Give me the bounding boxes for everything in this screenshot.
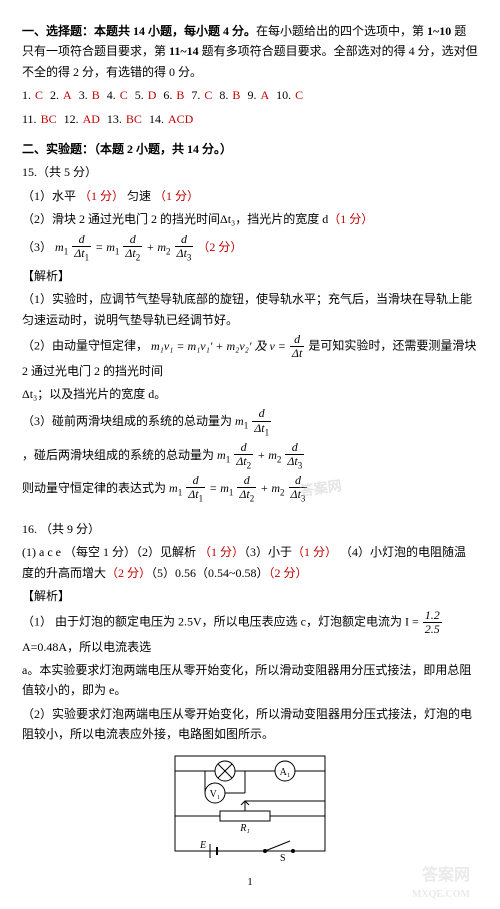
text: （5）0.56（0.54~0.58） [151,566,269,580]
analysis-label: 【解析】 [22,586,478,606]
equation: m1 dΔt1 = m1 dΔt2 + m2 dΔt3 [55,240,197,254]
q16-b3: （2）实验要求灯泡两端电压从零开始变化，所以滑动变阻器用分压式接法，灯泡的电阻较… [22,704,478,745]
text: （2）由动量守恒定律， [22,339,148,353]
q-num: 9. [247,88,256,102]
q15-a1: （1）实验时，应调节气垫导轨底部的旋钮，使导轨水平；充气后，当滑块在导轨上能匀速… [22,289,478,330]
inst-bold2: 1~10 [427,24,454,38]
text: （1）水平 [22,189,79,203]
text: （3）小于 [244,545,292,559]
q15-a3: （3）碰前两滑块组成的系统的总动量为 m1 dΔt1 [22,407,478,437]
q-ans: C [295,88,303,102]
text: 匀速 [124,189,154,203]
pts: （1 分） [328,212,373,226]
q15-line2: （2）滑块 2 通过光电门 2 的挡光时间Δt₃，挡光片的宽度 d（1 分） [22,209,478,229]
q-ans: C [120,88,128,102]
pts: （2 分） [269,566,308,580]
equation: m1 dΔt2 + m2 dΔt3 [217,448,305,462]
pts: （1 分） [154,189,199,203]
inst-bold3: 11~14 [169,44,202,58]
q15-line3: （3） m1 dΔt1 = m1 dΔt2 + m2 dΔt3 （2 分） [22,233,478,263]
q-num: 7. [191,88,200,102]
inst-bold1: 一、选择题：本题共 14 小题，每小题 4 分。 [22,24,256,38]
equation: m₁v₁ = m₁v₁′ + m₂v₂′ 及 v = dΔt [151,339,308,353]
section-2-title: 二、实验题：（本题 2 小题，共 14 分。） [22,139,478,159]
text: （3）碰前两滑块组成的系统的总动量为 [22,414,235,428]
analysis-label: 【解析】 [22,266,478,286]
svg-text:E: E [199,840,206,851]
q16-b1: （1） 由于灯泡的额定电压为 2.5V，所以电压表应选 c，灯泡额定电流为 I … [22,609,478,657]
q15-a4: ，碰后两滑块组成的系统的总动量为 m1 dΔt2 + m2 dΔt3 [22,441,478,471]
fraction: 1.22.5 [423,609,442,636]
page-number: 1 [22,873,478,892]
q-num: 8. [219,88,228,102]
q16-b2: a。本实验要求灯泡两端电压从零开始变化，所以滑动变阻器用分压式接法，即用总阻值较… [22,660,478,701]
q-ans: B [176,88,184,102]
svg-text:R₁: R₁ [239,823,250,834]
text: (1) a c e （每空 1 分）（2）见解析 [22,545,199,559]
mcq-row-1: 1. C 2. A 3. B 4. C 5. D 6. B 7. C 8. B 9. A 10. C [22,85,478,105]
q15-a2c: Δt₃；以及挡光片的宽度 d。 [22,384,478,404]
pts: （2 分） [197,240,242,254]
q-ans: BC [41,112,57,126]
q-num: 3. [79,88,88,102]
text: ，碰后两滑块组成的系统的总动量为 [22,448,217,462]
pts: （1 分） [199,545,244,559]
q-num: 13. [107,112,122,126]
text: （1） 由于灯泡的额定电压为 2.5V，所以电压表应选 c，灯泡额定电流为 I … [22,615,422,629]
q-ans: BC [126,112,142,126]
circuit-diagram: A₁ V₁ R₁ E S [165,751,335,861]
text: 则动量守恒定律的表达式为 [22,481,169,495]
instructions: 一、选择题：本题共 14 小题，每小题 4 分。在每小题给出的四个选项中，第 1… [22,21,478,82]
q15-line1: （1）水平 （1 分） 匀速 （1 分） [22,186,478,206]
q-ans: B [232,88,240,102]
text: A=0.48A，所以电流表选 [22,640,151,654]
q-num: 12. [64,112,79,126]
q-num: 1. [22,88,31,102]
q-num: 14. [149,112,164,126]
q-ans: A [63,88,72,102]
q-ans: C [204,88,212,102]
mcq-row-2: 11. BC 12. AD 13. BC 14. ACD [22,109,478,129]
svg-text:S: S [280,853,286,861]
q-num: 4. [107,88,116,102]
q-num: 11. [22,112,37,126]
q-ans: A [260,88,269,102]
q-ans: D [148,88,157,102]
pts: （1 分） [292,545,337,559]
q15-number: 15.（共 5 分） [22,162,478,182]
q15-a5: 则动量守恒定律的表达式为 m1 dΔt1 = m1 dΔt2 + m2 dΔt3 [22,474,478,504]
equation: m1 dΔt1 = m1 dΔt2 + m2 dΔt3 [169,481,308,495]
equation: m1 dΔt1 [235,414,272,428]
inst-t1: 在每小题给出的四个选项中，第 [256,24,427,38]
q-num: 10. [276,88,291,102]
text: （3） [22,240,52,254]
q-ans: B [92,88,100,102]
q-num: 2. [50,88,59,102]
text: （2）滑块 2 通过光电门 2 的挡光时间Δt₃，挡光片的宽度 d [22,212,328,226]
q-ans: C [35,88,43,102]
q16-line1: (1) a c e （每空 1 分）（2）见解析 （1 分）（3）小于（1 分）… [22,542,478,583]
q16-number: 16. （共 9 分） [22,519,478,539]
svg-text:A₁: A₁ [280,767,291,778]
q-num: 5. [135,88,144,102]
pts: （2 分） [106,566,151,580]
pts: （1 分） [79,189,124,203]
q15-a2: （2）由动量守恒定律， m₁v₁ = m₁v₁′ + m₂v₂′ 及 v = d… [22,333,478,381]
svg-text:V₁: V₁ [210,789,221,800]
q-ans: ACD [168,112,193,126]
q-ans: AD [83,112,100,126]
q-num: 6. [163,88,172,102]
